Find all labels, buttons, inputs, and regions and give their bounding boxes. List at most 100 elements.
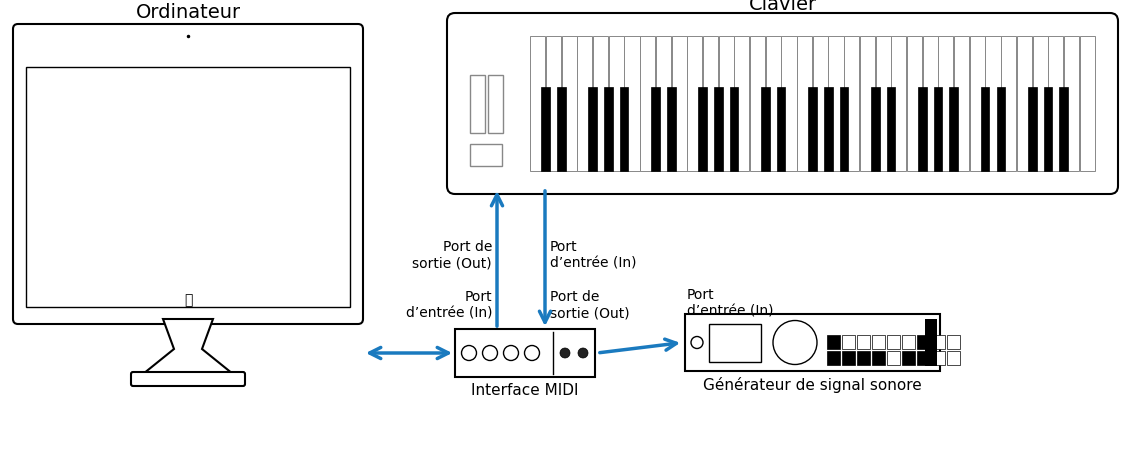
- Bar: [777, 88, 785, 172]
- FancyBboxPatch shape: [131, 372, 245, 386]
- Bar: [903, 335, 915, 349]
- Bar: [1033, 37, 1047, 172]
- Bar: [714, 88, 722, 172]
- Bar: [917, 335, 930, 349]
- Bar: [667, 88, 675, 172]
- Text: Port
d’entrée (In): Port d’entrée (In): [687, 287, 774, 318]
- Bar: [932, 351, 945, 365]
- Bar: [933, 88, 942, 172]
- Bar: [557, 88, 566, 172]
- Bar: [887, 351, 900, 365]
- Text: : : [184, 292, 192, 306]
- Bar: [620, 88, 629, 172]
- Bar: [593, 37, 608, 172]
- Bar: [919, 88, 926, 172]
- Bar: [761, 88, 770, 172]
- FancyBboxPatch shape: [13, 25, 363, 324]
- Bar: [1001, 37, 1017, 172]
- Bar: [750, 37, 766, 172]
- Bar: [842, 351, 855, 365]
- Bar: [872, 351, 885, 365]
- FancyBboxPatch shape: [447, 14, 1118, 194]
- Circle shape: [503, 346, 518, 361]
- Bar: [947, 351, 960, 365]
- Bar: [925, 319, 937, 366]
- Bar: [698, 88, 707, 172]
- Bar: [986, 37, 1001, 172]
- Circle shape: [525, 346, 540, 361]
- Bar: [887, 335, 900, 349]
- Bar: [842, 335, 855, 349]
- Bar: [703, 37, 718, 172]
- Bar: [656, 37, 671, 172]
- Bar: [589, 88, 597, 172]
- Bar: [949, 88, 958, 172]
- Bar: [531, 37, 545, 172]
- Bar: [812, 37, 828, 172]
- Bar: [970, 37, 985, 172]
- Bar: [887, 88, 896, 172]
- Circle shape: [560, 348, 570, 358]
- Circle shape: [461, 346, 477, 361]
- Bar: [735, 37, 750, 172]
- Bar: [996, 88, 1005, 172]
- Bar: [938, 37, 954, 172]
- Bar: [923, 37, 938, 172]
- Bar: [609, 37, 624, 172]
- Bar: [541, 88, 550, 172]
- Bar: [871, 88, 880, 172]
- Circle shape: [483, 346, 497, 361]
- Bar: [891, 37, 906, 172]
- Bar: [624, 37, 640, 172]
- Bar: [604, 88, 613, 172]
- Bar: [824, 88, 833, 172]
- Bar: [652, 88, 659, 172]
- Bar: [875, 37, 891, 172]
- Bar: [798, 37, 812, 172]
- Bar: [719, 37, 734, 172]
- Bar: [1049, 37, 1063, 172]
- Bar: [470, 76, 485, 133]
- Bar: [840, 88, 848, 172]
- Bar: [857, 351, 869, 365]
- Bar: [470, 145, 502, 166]
- Bar: [907, 37, 922, 172]
- Text: Interface MIDI: Interface MIDI: [471, 382, 578, 397]
- Circle shape: [772, 321, 817, 365]
- Bar: [766, 37, 780, 172]
- Bar: [1063, 37, 1079, 172]
- Bar: [577, 37, 592, 172]
- Bar: [981, 88, 989, 172]
- Bar: [1079, 37, 1094, 172]
- Bar: [1017, 37, 1031, 172]
- Text: Ordinateur: Ordinateur: [136, 3, 241, 22]
- Bar: [903, 351, 915, 365]
- Text: Port de
sortie (Out): Port de sortie (Out): [550, 289, 630, 319]
- Bar: [455, 329, 594, 377]
- Circle shape: [691, 337, 703, 349]
- Text: Port
d’entrée (In): Port d’entrée (In): [405, 289, 492, 319]
- Bar: [1044, 88, 1052, 172]
- Bar: [808, 88, 817, 172]
- Bar: [917, 351, 930, 365]
- Bar: [827, 335, 840, 349]
- Bar: [1028, 88, 1036, 172]
- Bar: [872, 335, 885, 349]
- Bar: [672, 37, 687, 172]
- Bar: [685, 314, 940, 371]
- Text: Générateur de signal sonore: Générateur de signal sonore: [703, 376, 922, 392]
- Bar: [782, 37, 796, 172]
- Polygon shape: [143, 319, 233, 374]
- Bar: [857, 335, 869, 349]
- Bar: [709, 324, 761, 362]
- Bar: [730, 88, 738, 172]
- Bar: [954, 37, 969, 172]
- Bar: [947, 335, 960, 349]
- Bar: [26, 68, 350, 307]
- Text: Clavier: Clavier: [748, 0, 817, 14]
- Bar: [828, 37, 843, 172]
- Bar: [547, 37, 561, 172]
- Bar: [932, 335, 945, 349]
- Bar: [488, 76, 503, 133]
- Bar: [844, 37, 859, 172]
